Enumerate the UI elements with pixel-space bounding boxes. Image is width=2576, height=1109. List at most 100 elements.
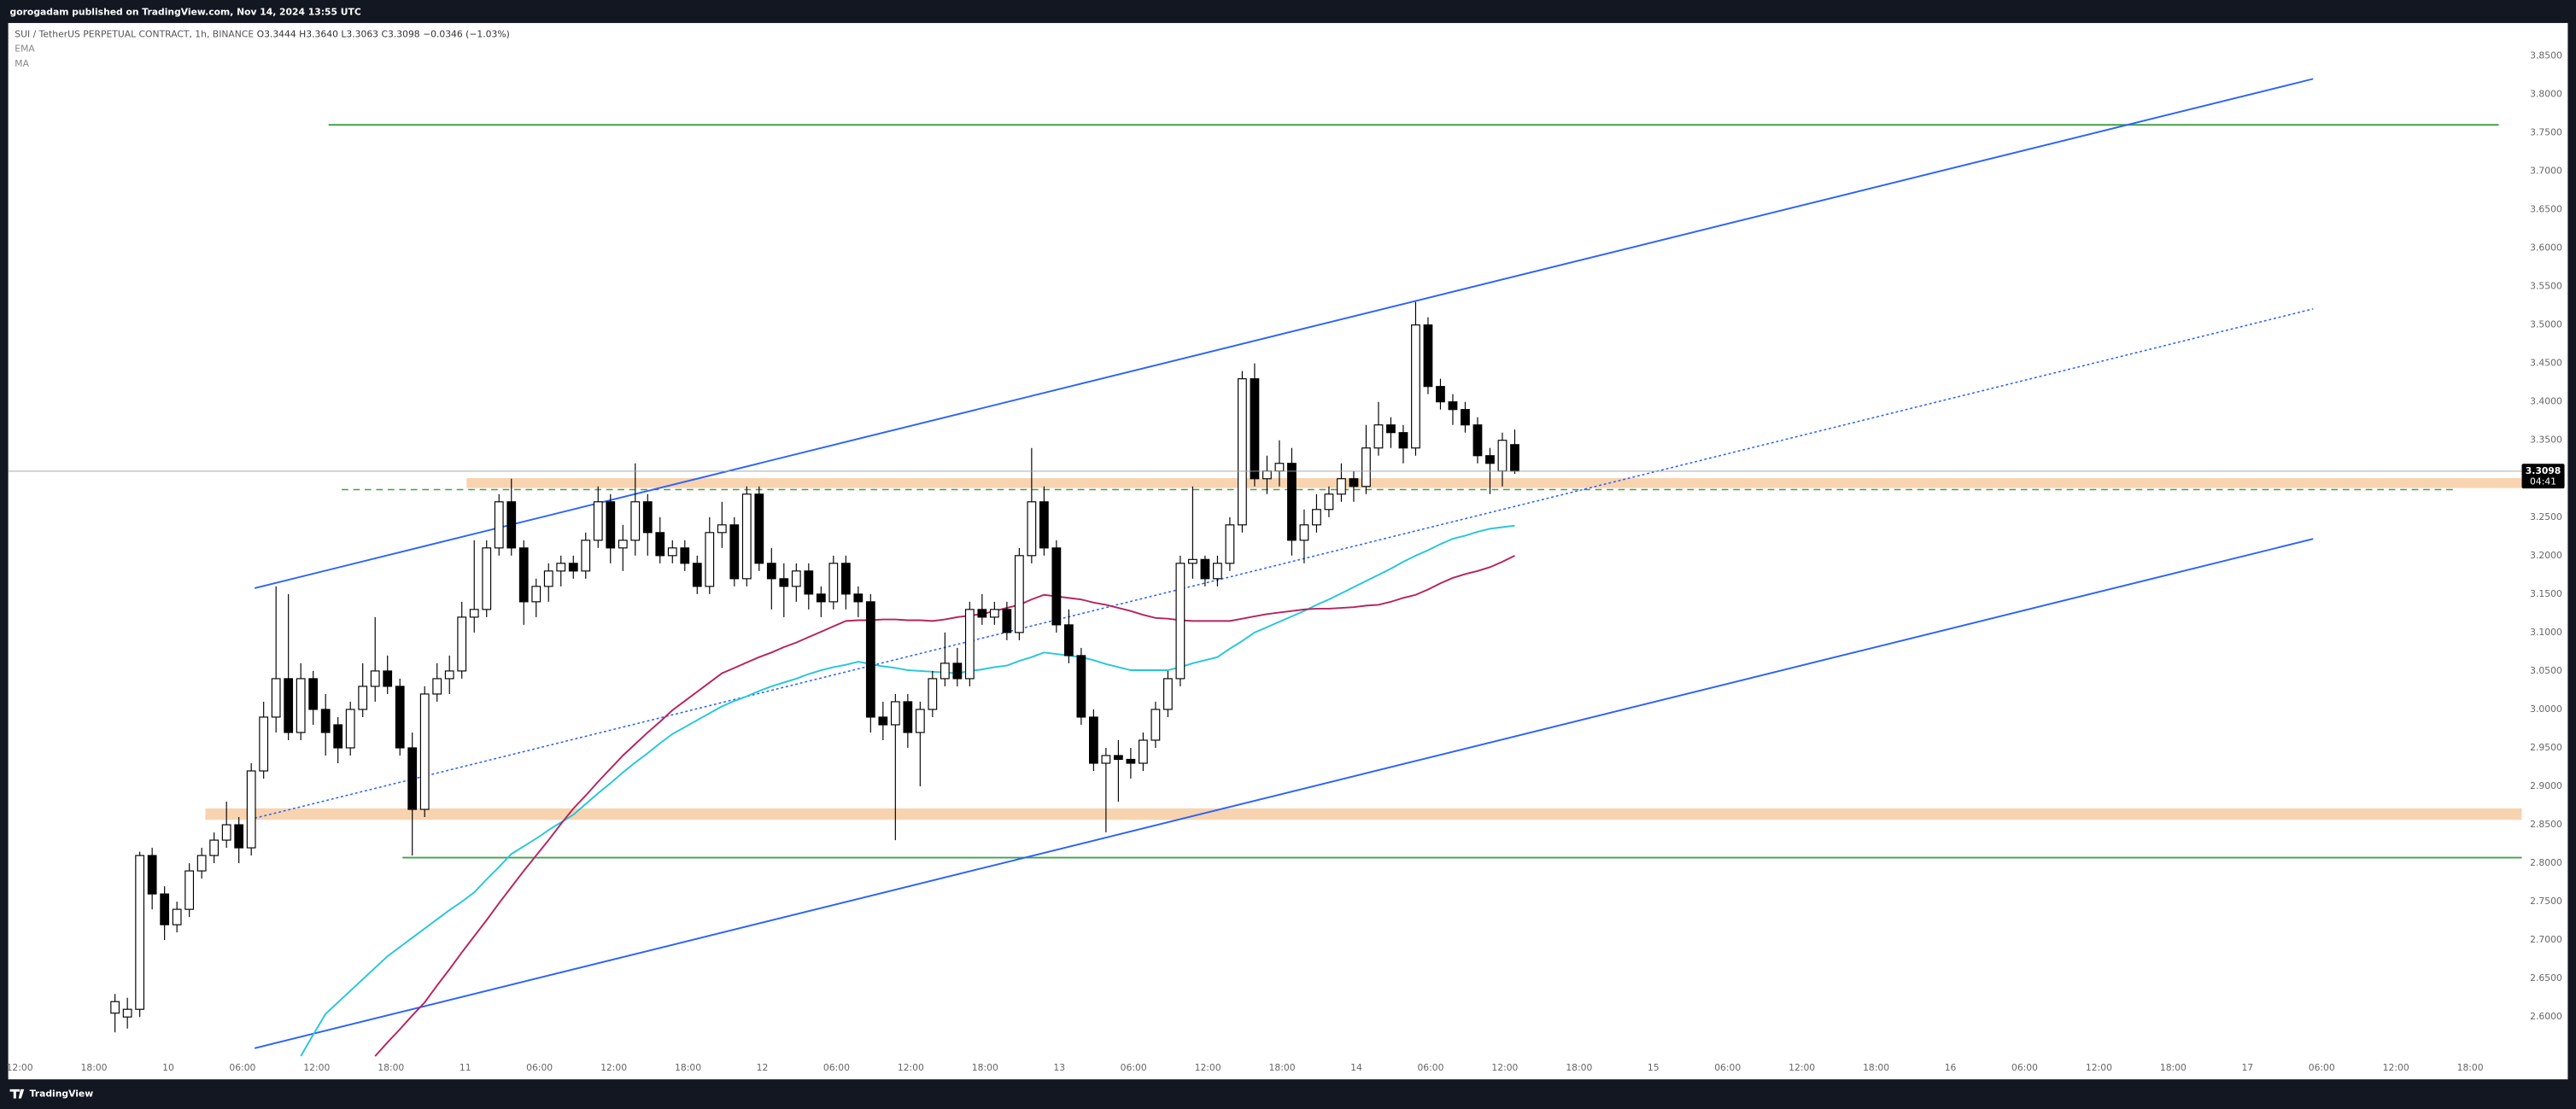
candle-body (692, 563, 702, 587)
candle-body (320, 709, 331, 733)
y-tick-label: 3.5500 (2530, 281, 2562, 292)
candle-body (717, 524, 727, 534)
candle-body (221, 824, 231, 841)
candle-body (989, 609, 999, 618)
candle-body (1200, 558, 1210, 580)
candle-body (1436, 386, 1445, 403)
footer-logo (9, 1089, 25, 1099)
candle-body (903, 701, 913, 733)
candle-body (1113, 755, 1123, 761)
channel-line (254, 538, 2314, 1049)
ohlc-high: H3.3640 (299, 28, 338, 39)
x-tick-label: 12:00 (600, 1062, 627, 1073)
candle-body (494, 501, 504, 549)
ohlc-low: L3.3063 (341, 28, 378, 39)
candle-body (184, 870, 195, 910)
candle-body (370, 670, 380, 687)
y-tick-label: 2.9000 (2530, 780, 2562, 791)
y-tick-label: 3.8000 (2530, 88, 2562, 99)
ohlc-open: O3.3444 (257, 28, 296, 39)
candle-body (543, 570, 553, 587)
candle-body (581, 540, 591, 572)
x-tick-label: 06:00 (526, 1062, 553, 1073)
candle-body (1386, 424, 1396, 434)
y-tick-label: 3.6000 (2530, 242, 2562, 254)
candle-body (878, 716, 888, 726)
candle-body (172, 908, 182, 925)
x-tick-label: 18:00 (675, 1062, 701, 1073)
y-tick-label: 3.3500 (2530, 435, 2562, 446)
candle-body (1312, 509, 1321, 526)
candle-body (1014, 555, 1024, 633)
y-tick-label: 2.8500 (2530, 819, 2562, 830)
y-tick-label: 3.7000 (2530, 165, 2562, 176)
candle-body (890, 701, 900, 726)
y-tick-label: 3.0000 (2530, 703, 2562, 715)
candle-body (234, 824, 244, 849)
x-tick-label: 18:00 (972, 1062, 998, 1073)
candle-body (1448, 401, 1458, 411)
candle-body (642, 501, 653, 534)
y-tick-label: 3.8500 (2530, 50, 2562, 61)
candle-body (1287, 463, 1297, 541)
candle-body (333, 724, 343, 749)
x-tick-label: 06:00 (1121, 1062, 1147, 1073)
candle-body (593, 501, 603, 541)
x-tick-label: 15 (1648, 1062, 1660, 1073)
candle-body (284, 678, 294, 733)
candle-body (1039, 501, 1049, 549)
candle-body (419, 693, 430, 810)
candle-body (1299, 524, 1309, 541)
candle-body (196, 855, 207, 872)
x-tick-label: 10 (162, 1062, 174, 1073)
candle-body (135, 855, 145, 1010)
candle-body (1461, 409, 1470, 426)
y-tick-label: 3.1000 (2530, 627, 2562, 638)
candle-body (432, 678, 442, 695)
y-tick-label: 3.6500 (2530, 204, 2562, 215)
x-tick-label: 06:00 (2309, 1062, 2335, 1073)
indicator-line (300, 524, 1515, 1057)
candle-body (1027, 501, 1037, 557)
candle-body (964, 609, 975, 680)
candle-body (977, 609, 987, 618)
zone (205, 808, 2522, 820)
candle-body (1262, 470, 1272, 480)
candle-body (1213, 563, 1222, 580)
x-tick-label: 12:00 (1195, 1062, 1221, 1073)
candle-body (853, 593, 864, 603)
x-tick-label: 06:00 (1417, 1062, 1443, 1073)
y-tick-label: 3.2500 (2530, 511, 2562, 522)
drawings (205, 78, 2522, 1049)
candle-body (606, 501, 616, 549)
candle-body (1423, 324, 1433, 388)
candle-body (915, 709, 925, 733)
candle-body (395, 686, 405, 749)
candle-body (630, 501, 641, 541)
y-tick-label: 3.4500 (2530, 358, 2562, 369)
candle-body (928, 678, 938, 710)
candle-body (246, 770, 256, 849)
ohlc-close: C3.3098 (381, 28, 419, 39)
candle-body (840, 563, 851, 595)
candle-body (1472, 424, 1483, 457)
y-tick-label: 2.7500 (2530, 896, 2562, 907)
footer-brand: TradingView (30, 1089, 94, 1100)
candle-body (1088, 716, 1098, 764)
candle-body (754, 493, 764, 564)
x-tick-label: 06:00 (2011, 1062, 2038, 1073)
x-tick-label: 12:00 (7, 1062, 33, 1073)
candle-body (816, 593, 826, 603)
candle-body (828, 563, 839, 603)
x-tick-label: 12:00 (1491, 1062, 1518, 1073)
x-tick-label: 18:00 (2457, 1062, 2484, 1073)
candle-body (271, 678, 281, 718)
x-tick-label: 06:00 (1714, 1062, 1741, 1073)
y-tick-label: 3.1500 (2530, 588, 2562, 599)
candle-body (1398, 432, 1408, 449)
y-tick-label: 2.6000 (2530, 1011, 2562, 1022)
candle-body (1337, 478, 1346, 495)
x-tick-label: 12:00 (2086, 1062, 2112, 1073)
y-tick-label: 2.8000 (2530, 857, 2562, 868)
candle-body (1250, 378, 1260, 480)
